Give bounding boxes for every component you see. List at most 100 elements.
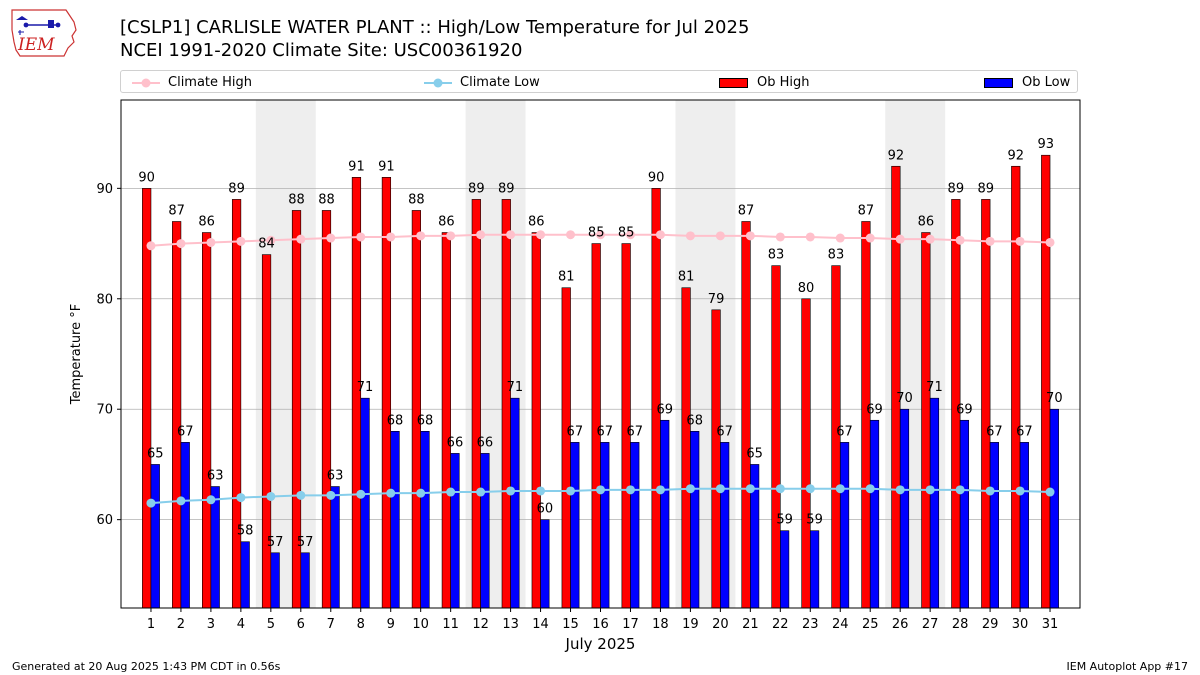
ob-low-label-22: 59 xyxy=(776,513,793,528)
climate-low-point-10 xyxy=(416,488,426,498)
climate-low-point-12 xyxy=(476,487,486,497)
climate-low-point-14 xyxy=(536,486,546,496)
x-tick-label-26: 26 xyxy=(892,617,909,632)
climate-low-point-31 xyxy=(1045,487,1055,497)
ob-low-label-7: 63 xyxy=(327,469,344,484)
legend-ob-low: Ob Low xyxy=(984,71,1070,94)
x-tick-label-23: 23 xyxy=(802,617,819,632)
chart-title: [CSLP1] CARLISLE WATER PLANT :: High/Low… xyxy=(120,17,750,38)
ob-low-label-1: 65 xyxy=(147,446,164,461)
x-tick-label-25: 25 xyxy=(862,617,879,632)
ob-high-label-19: 81 xyxy=(678,270,695,285)
ob-high-label-23: 80 xyxy=(798,281,815,296)
ob-high-bar-26 xyxy=(891,165,901,609)
ob-high-label-27: 86 xyxy=(918,215,935,230)
x-tick-label-10: 10 xyxy=(412,617,429,632)
ob-high-label-4: 89 xyxy=(228,181,245,196)
ob-low-label-8: 71 xyxy=(357,380,374,395)
ob-high-bar-9 xyxy=(381,177,392,609)
climate-low-point-30 xyxy=(1015,486,1025,496)
ob-low-bar-18 xyxy=(660,419,670,609)
ob-high-bar-3 xyxy=(202,232,212,609)
x-tick-label-11: 11 xyxy=(442,617,459,632)
climate-low-point-21 xyxy=(745,484,755,494)
climate-high-point-27 xyxy=(925,234,935,244)
ob-high-label-21: 87 xyxy=(738,203,755,218)
ob-low-bar-11 xyxy=(450,453,460,609)
chart-subtitle: NCEI 1991-2020 Climate Site: USC00361920 xyxy=(120,40,523,61)
x-tick-label-2: 2 xyxy=(177,617,185,632)
climate-high-point-18 xyxy=(655,230,665,240)
climate-high-point-3 xyxy=(206,237,216,247)
ob-high-bar-4 xyxy=(231,199,242,609)
x-tick-label-13: 13 xyxy=(502,617,519,632)
climate-low-point-23 xyxy=(805,484,815,494)
climate-high-point-25 xyxy=(865,233,875,243)
ob-low-bar-16 xyxy=(600,442,610,609)
climate-low-point-5 xyxy=(266,491,276,501)
ob-high-label-26: 92 xyxy=(888,148,905,163)
climate-high-point-5 xyxy=(266,235,276,245)
legend: Climate High Climate Low Ob High Ob Low xyxy=(120,70,1078,93)
ob-high-label-17: 85 xyxy=(618,226,635,241)
ob-low-bar-27 xyxy=(929,397,940,609)
ob-low-bar-14 xyxy=(540,519,550,609)
ob-high-label-28: 89 xyxy=(948,181,965,196)
ob-low-bar-4 xyxy=(240,541,250,609)
legend-climate-high-label: Climate High xyxy=(168,75,253,90)
y-tick-label-80: 80 xyxy=(96,292,113,307)
ob-low-bar-3 xyxy=(210,486,220,609)
climate-low-point-16 xyxy=(596,485,605,495)
ob-high-bar-1 xyxy=(142,188,152,609)
ob-high-bar-27 xyxy=(921,232,931,609)
legend-climate-low: Climate Low xyxy=(424,71,540,94)
x-axis-label: July 2025 xyxy=(565,635,636,653)
ob-low-bar-23 xyxy=(809,530,820,609)
x-tick-label-17: 17 xyxy=(622,617,639,632)
ob-low-bar-6 xyxy=(300,552,310,609)
ob-high-bar-18 xyxy=(651,188,661,609)
x-tick-label-7: 7 xyxy=(327,617,335,632)
climate-low-point-18 xyxy=(655,485,665,495)
y-tick-label-90: 90 xyxy=(96,182,113,197)
ob-high-label-3: 86 xyxy=(198,215,215,230)
climate-high-point-20 xyxy=(715,231,725,241)
ob-high-bar-11 xyxy=(441,232,451,609)
ob-low-label-5: 57 xyxy=(267,535,284,550)
x-tick-label-29: 29 xyxy=(982,617,999,632)
ob-low-label-26: 70 xyxy=(896,391,913,406)
ob-high-label-14: 86 xyxy=(528,215,545,230)
climate-high-point-12 xyxy=(476,230,486,240)
climate-high-point-19 xyxy=(685,231,695,241)
ob-low-label-16: 67 xyxy=(597,424,614,439)
x-tick-label-15: 15 xyxy=(562,617,579,632)
ob-low-label-12: 66 xyxy=(477,435,494,450)
ob-high-bar-2 xyxy=(172,221,182,609)
climate-low-point-2 xyxy=(176,496,186,506)
climate-high-point-24 xyxy=(835,233,845,243)
climate-low-point-13 xyxy=(506,486,516,496)
climate-high-point-4 xyxy=(236,236,246,246)
x-tick-label-5: 5 xyxy=(267,617,275,632)
ob-low-bar-17 xyxy=(630,442,640,609)
ob-high-bar-7 xyxy=(321,210,332,609)
ob-low-label-18: 69 xyxy=(656,402,673,417)
climate-low-point-27 xyxy=(925,485,935,495)
ob-low-bar-25 xyxy=(869,419,880,609)
climate-low-point-19 xyxy=(685,484,695,494)
x-tick-label-18: 18 xyxy=(652,617,669,632)
ob-low-bar-22 xyxy=(780,530,790,609)
y-tick-label-70: 70 xyxy=(96,403,113,418)
ob-low-label-11: 66 xyxy=(447,435,464,450)
x-tick-label-12: 12 xyxy=(472,617,489,632)
ob-low-bar-28 xyxy=(959,419,970,609)
climate-high-point-13 xyxy=(506,230,516,240)
ob-low-label-14: 60 xyxy=(537,502,554,517)
legend-climate-low-label: Climate Low xyxy=(460,75,540,90)
climate-low-point-9 xyxy=(386,488,396,498)
climate-low-point-7 xyxy=(326,490,336,500)
ob-high-label-9: 91 xyxy=(378,159,395,174)
x-tick-label-6: 6 xyxy=(297,617,305,632)
climate-high-point-2 xyxy=(176,239,186,249)
legend-ob-high-label: Ob High xyxy=(757,75,810,90)
